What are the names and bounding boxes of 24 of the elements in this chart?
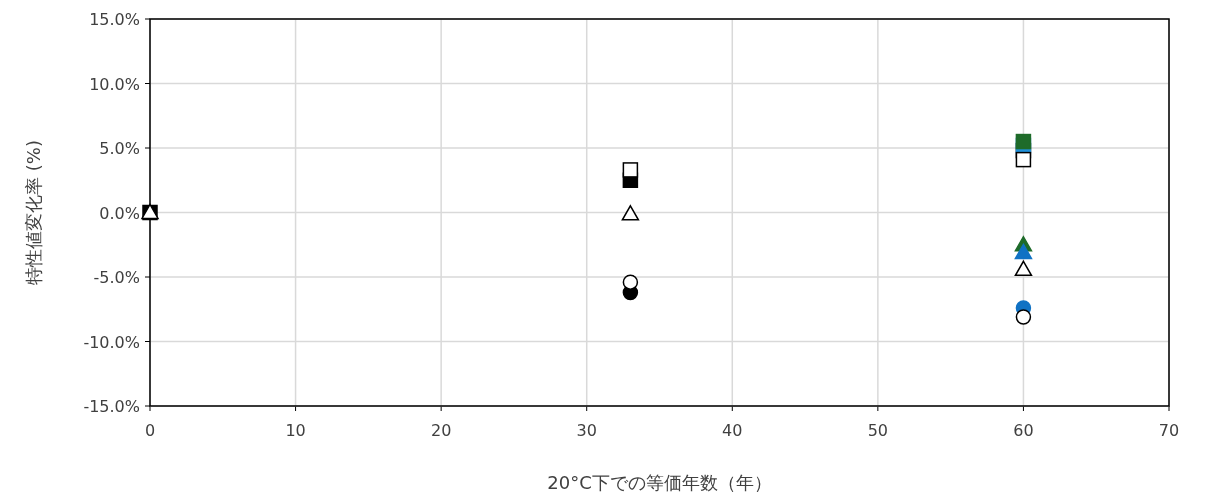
point	[1014, 243, 1033, 260]
y-tick-label: -10.0%	[83, 332, 140, 352]
point	[1015, 151, 1032, 168]
x-tick-label: 40	[722, 421, 743, 440]
point	[621, 205, 640, 221]
point	[1015, 133, 1032, 150]
x-tick-label: 30	[576, 421, 597, 440]
y-tick-label: 10.0%	[89, 74, 140, 94]
y-tick-label: 0.0%	[99, 203, 140, 223]
point	[1014, 260, 1033, 277]
y-axis-title: 特性値変化率 (%)	[23, 140, 44, 285]
x-tick-label: 0	[144, 421, 156, 440]
x-tick-label: 50	[867, 421, 889, 440]
y-tick-label: 15.0%	[89, 10, 140, 29]
x-tick-label: 70	[1158, 421, 1180, 440]
x-tick-label: 60	[1013, 421, 1034, 440]
x-axis-title: 20°C下での等価年数（年）	[547, 472, 772, 493]
y-tick-label: 5.0%	[99, 139, 140, 158]
x-tick-label: 10	[285, 421, 306, 440]
y-tick-label: -15.0%	[83, 397, 140, 416]
point	[622, 162, 639, 178]
x-tick-label: 20	[430, 421, 452, 440]
y-tick-label: -5.0%	[93, 268, 140, 287]
point	[1015, 309, 1032, 325]
